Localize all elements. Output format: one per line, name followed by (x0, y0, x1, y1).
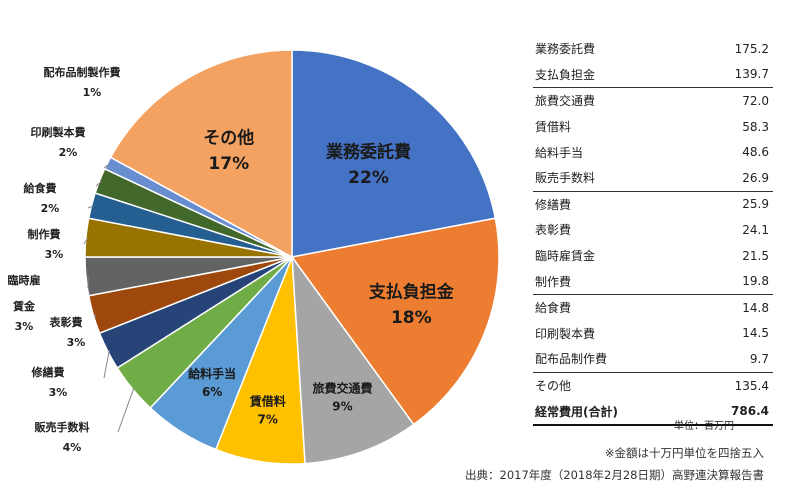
table-row: 臨時雇賃金 21.5 (533, 243, 773, 269)
slice-label: 業務委託費 (326, 142, 411, 163)
row-value: 175.2 (734, 41, 769, 56)
leader-line (87, 205, 94, 209)
total-row: 経常費用(合計) 786.4 (533, 398, 773, 426)
row-name: 印刷製本費 (535, 326, 596, 341)
source-note: 出典：2017年度（2018年2月28日期）高野連決算報告書 (465, 468, 764, 482)
pie-chart: 業務委託費 22% 支払負担金 18% 旅費交通費 9% 賃借料 7% 給料手当 6% 販売手数料 4… (8, 49, 500, 465)
row-name: 臨時雇賃金 (535, 249, 596, 264)
row-value: 48.6 (742, 145, 769, 160)
slice-label: 給食費 (24, 181, 57, 195)
row-name: 表彰費 (535, 223, 572, 238)
table-row: 業務委託費 175.2 (533, 36, 773, 62)
slice-label: 臨時雇 (8, 273, 41, 287)
row-value: 14.8 (742, 300, 769, 315)
leader-line (83, 237, 89, 245)
table-row: 印刷製本費 14.5 (533, 321, 773, 347)
slice-label: 賃借料 (249, 394, 286, 409)
leader-line (117, 387, 135, 433)
row-value: 9.7 (692, 346, 773, 373)
row-value: 21.5 (742, 248, 769, 263)
slice-percent: 3% (15, 320, 34, 333)
table-row: 賃借料 58.3 (533, 114, 773, 140)
leader-line (95, 181, 102, 187)
slice-percent: 7% (258, 413, 278, 427)
slice-label: 支払負担金 (369, 281, 455, 302)
row-name: 配布品制作費 (533, 346, 693, 373)
table-row: 給食費 14.8 (533, 294, 773, 320)
slice-percent: 1% (83, 86, 102, 99)
slice-percent: 22% (348, 168, 389, 188)
table-row: その他 135.4 (533, 372, 773, 398)
row-value: 139.7 (692, 61, 773, 89)
expense-table: 業務委託費 175.2 支払負担金 139.7 旅費交通費 72.0 賃借料 58.3 給料手当… (533, 36, 773, 426)
slice-label: 印刷製本費 (31, 125, 86, 139)
leader-lines (83, 163, 135, 433)
total-name: 経常費用(合計) (533, 398, 693, 426)
slice-1 (290, 217, 500, 426)
slice-percent: 2% (41, 202, 60, 215)
slice-label: 修繕費 (31, 365, 65, 379)
slice-percent: 17% (208, 154, 249, 174)
slice-percent: 3% (49, 386, 68, 399)
row-value: 19.8 (692, 268, 773, 295)
row-value: 14.5 (742, 326, 769, 341)
table-row: 給料手当 48.6 (533, 139, 773, 165)
slice-labels: 業務委託費 22% 支払負担金 18% 旅費交通費 9% 賃借料 7% 給料手当 6% 販売手数料 4… (8, 65, 455, 454)
slice-percent: 9% (332, 399, 352, 413)
slice-percent: 3% (67, 336, 86, 349)
row-value: 25.9 (742, 197, 769, 212)
rounding-note: ※金額は十万円単位を四捨五入 (604, 446, 764, 460)
slice-2 (291, 254, 415, 465)
slice-label: 表彰費 (49, 315, 83, 329)
slice-0 (291, 49, 497, 258)
slice-percent: 2% (59, 146, 78, 159)
slice-label: その他 (203, 127, 254, 148)
table-row: 制作費 19.8 (533, 268, 773, 295)
row-name: 制作費 (533, 268, 693, 295)
row-name: 旅費交通費 (535, 94, 596, 109)
slice-label: 販売手数料 (35, 420, 90, 434)
table-row: 支払負担金 139.7 (533, 61, 773, 89)
row-name: 賃借料 (535, 120, 572, 135)
row-name: 給食費 (535, 301, 572, 316)
slice-percent: 4% (63, 441, 82, 454)
row-value: 58.3 (742, 119, 769, 134)
row-name: 販売手数料 (533, 164, 693, 192)
table-row: 配布品制作費 9.7 (533, 346, 773, 373)
total-value: 786.4 (692, 398, 773, 426)
row-value: 72.0 (742, 93, 769, 108)
row-value: 24.1 (742, 222, 769, 237)
slice-label: 制作費 (28, 227, 61, 241)
row-name: 支払負担金 (533, 61, 693, 89)
slice-percent: 6% (202, 385, 222, 399)
leader-line (103, 163, 110, 169)
row-name: 給料手当 (535, 145, 584, 160)
slice-label: 配布品制製作費 (44, 65, 121, 79)
table-row: 表彰費 24.1 (533, 217, 773, 243)
table-row: 修繕費 25.9 (533, 191, 773, 217)
table-row: 販売手数料 26.9 (533, 164, 773, 192)
leader-line (103, 349, 110, 379)
slice-13 (109, 49, 293, 259)
slice-label: 給料手当 (188, 366, 236, 381)
slice-label: 旅費交通費 (312, 380, 372, 395)
row-value: 135.4 (734, 378, 769, 393)
row-name: その他 (535, 379, 572, 394)
row-name: 修繕費 (535, 197, 572, 212)
slice-percent: 18% (391, 308, 432, 328)
slice-percent: 3% (45, 248, 64, 261)
row-name: 業務委託費 (535, 42, 596, 57)
pie-slices (84, 49, 500, 465)
row-value: 26.9 (692, 164, 773, 192)
unit-label: 単位：百万円 (674, 421, 734, 432)
slice-label-cont: 賃金 (12, 299, 36, 313)
table-row: 旅費交通費 72.0 (533, 88, 773, 114)
